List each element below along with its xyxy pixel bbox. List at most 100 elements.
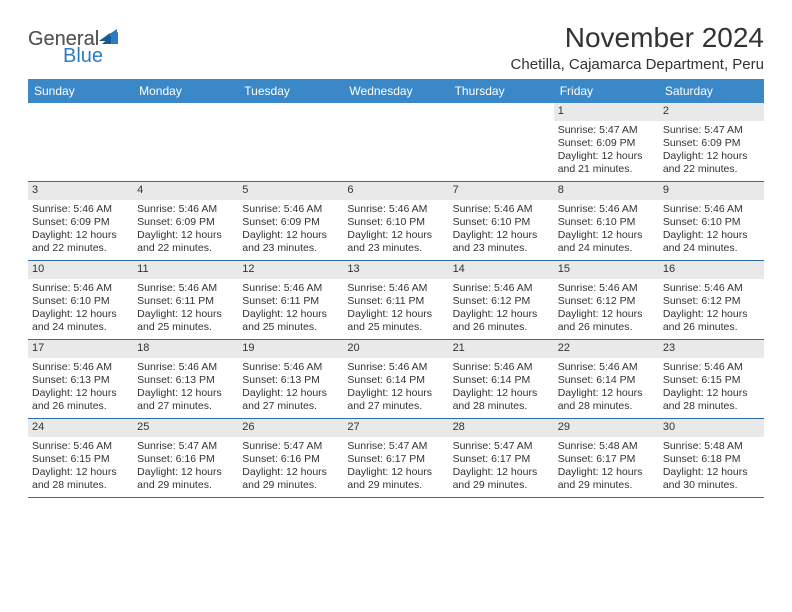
day-cell: 20Sunrise: 5:46 AMSunset: 6:14 PMDayligh…: [343, 340, 448, 418]
day-cell: 24Sunrise: 5:46 AMSunset: 6:15 PMDayligh…: [28, 419, 133, 497]
sunrise-text: Sunrise: 5:46 AM: [347, 282, 444, 295]
daylight1-text: Daylight: 12 hours: [558, 387, 655, 400]
sunrise-text: Sunrise: 5:46 AM: [137, 203, 234, 216]
daylight2-text: and 29 minutes.: [558, 479, 655, 492]
sunset-text: Sunset: 6:16 PM: [137, 453, 234, 466]
daylight2-text: and 29 minutes.: [137, 479, 234, 492]
daylight1-text: Daylight: 12 hours: [137, 466, 234, 479]
sunset-text: Sunset: 6:16 PM: [242, 453, 339, 466]
sunset-text: Sunset: 6:09 PM: [137, 216, 234, 229]
date-number: 17: [28, 340, 133, 358]
day-cell: 6Sunrise: 5:46 AMSunset: 6:10 PMDaylight…: [343, 182, 448, 260]
date-number: 11: [133, 261, 238, 279]
date-number: 10: [28, 261, 133, 279]
sunset-text: Sunset: 6:14 PM: [558, 374, 655, 387]
daylight2-text: and 24 minutes.: [663, 242, 760, 255]
daylight1-text: Daylight: 12 hours: [453, 308, 550, 321]
daylight2-text: and 28 minutes.: [453, 400, 550, 413]
sunrise-text: Sunrise: 5:46 AM: [558, 282, 655, 295]
daylight1-text: Daylight: 12 hours: [663, 466, 760, 479]
date-number: 16: [659, 261, 764, 279]
daylight2-text: and 28 minutes.: [558, 400, 655, 413]
sunrise-text: Sunrise: 5:46 AM: [242, 282, 339, 295]
sunset-text: Sunset: 6:18 PM: [663, 453, 760, 466]
daylight1-text: Daylight: 12 hours: [558, 466, 655, 479]
calendar: SundayMondayTuesdayWednesdayThursdayFrid…: [28, 79, 764, 498]
sunset-text: Sunset: 6:13 PM: [137, 374, 234, 387]
daylight2-text: and 22 minutes.: [137, 242, 234, 255]
sunset-text: Sunset: 6:11 PM: [347, 295, 444, 308]
day-header: Wednesday: [343, 79, 448, 103]
day-cell: 11Sunrise: 5:46 AMSunset: 6:11 PMDayligh…: [133, 261, 238, 339]
day-cell: 26Sunrise: 5:47 AMSunset: 6:16 PMDayligh…: [238, 419, 343, 497]
day-cell: 13Sunrise: 5:46 AMSunset: 6:11 PMDayligh…: [343, 261, 448, 339]
daylight1-text: Daylight: 12 hours: [242, 308, 339, 321]
month-title: November 2024: [511, 22, 764, 54]
date-number: 21: [449, 340, 554, 358]
sunrise-text: Sunrise: 5:47 AM: [663, 124, 760, 137]
sunrise-text: Sunrise: 5:46 AM: [242, 361, 339, 374]
daylight1-text: Daylight: 12 hours: [558, 229, 655, 242]
day-cell: [28, 103, 133, 181]
date-number: 12: [238, 261, 343, 279]
daylight1-text: Daylight: 12 hours: [242, 229, 339, 242]
sunset-text: Sunset: 6:09 PM: [558, 137, 655, 150]
sunset-text: Sunset: 6:10 PM: [453, 216, 550, 229]
sunrise-text: Sunrise: 5:47 AM: [137, 440, 234, 453]
daylight1-text: Daylight: 12 hours: [137, 308, 234, 321]
day-cell: 30Sunrise: 5:48 AMSunset: 6:18 PMDayligh…: [659, 419, 764, 497]
date-number: 18: [133, 340, 238, 358]
sunset-text: Sunset: 6:15 PM: [32, 453, 129, 466]
daylight1-text: Daylight: 12 hours: [32, 308, 129, 321]
daylight2-text: and 22 minutes.: [663, 163, 760, 176]
date-number: 29: [554, 419, 659, 437]
sunset-text: Sunset: 6:09 PM: [242, 216, 339, 229]
daylight1-text: Daylight: 12 hours: [663, 229, 760, 242]
daylight2-text: and 30 minutes.: [663, 479, 760, 492]
daylight2-text: and 29 minutes.: [347, 479, 444, 492]
sunrise-text: Sunrise: 5:46 AM: [347, 203, 444, 216]
daylight2-text: and 27 minutes.: [242, 400, 339, 413]
logo-wrap: General Blue: [28, 22, 120, 68]
date-number: 25: [133, 419, 238, 437]
sunset-text: Sunset: 6:10 PM: [663, 216, 760, 229]
day-cell: 27Sunrise: 5:47 AMSunset: 6:17 PMDayligh…: [343, 419, 448, 497]
day-cell: 2Sunrise: 5:47 AMSunset: 6:09 PMDaylight…: [659, 103, 764, 181]
daylight2-text: and 29 minutes.: [453, 479, 550, 492]
day-cell: 29Sunrise: 5:48 AMSunset: 6:17 PMDayligh…: [554, 419, 659, 497]
sunset-text: Sunset: 6:15 PM: [663, 374, 760, 387]
logo-sail-icon: [102, 31, 120, 50]
date-number: 27: [343, 419, 448, 437]
sunrise-text: Sunrise: 5:46 AM: [242, 203, 339, 216]
sunset-text: Sunset: 6:13 PM: [32, 374, 129, 387]
daylight1-text: Daylight: 12 hours: [137, 387, 234, 400]
day-header: Tuesday: [238, 79, 343, 103]
daylight2-text: and 21 minutes.: [558, 163, 655, 176]
daylight2-text: and 28 minutes.: [32, 479, 129, 492]
week-row: 24Sunrise: 5:46 AMSunset: 6:15 PMDayligh…: [28, 419, 764, 498]
date-number: 2: [659, 103, 764, 121]
date-number: 14: [449, 261, 554, 279]
date-number: 30: [659, 419, 764, 437]
day-cell: 1Sunrise: 5:47 AMSunset: 6:09 PMDaylight…: [554, 103, 659, 181]
day-header: Thursday: [449, 79, 554, 103]
day-cell: 23Sunrise: 5:46 AMSunset: 6:15 PMDayligh…: [659, 340, 764, 418]
day-cell: 21Sunrise: 5:46 AMSunset: 6:14 PMDayligh…: [449, 340, 554, 418]
date-number: 13: [343, 261, 448, 279]
daylight1-text: Daylight: 12 hours: [453, 466, 550, 479]
daylight1-text: Daylight: 12 hours: [32, 387, 129, 400]
daylight1-text: Daylight: 12 hours: [347, 466, 444, 479]
sunrise-text: Sunrise: 5:47 AM: [558, 124, 655, 137]
day-cell: 5 Sunrise: 5:46 AMSunset: 6:09 PMDaylight…: [238, 182, 343, 260]
sunset-text: Sunset: 6:09 PM: [32, 216, 129, 229]
sunrise-text: Sunrise: 5:46 AM: [137, 282, 234, 295]
daylight2-text: and 22 minutes.: [32, 242, 129, 255]
sunrise-text: Sunrise: 5:46 AM: [32, 203, 129, 216]
day-cell: 12Sunrise: 5:46 AMSunset: 6:11 PMDayligh…: [238, 261, 343, 339]
date-number: 5: [238, 182, 343, 200]
logo-blue: Blue: [63, 45, 103, 67]
daylight1-text: Daylight: 12 hours: [32, 229, 129, 242]
daylight2-text: and 25 minutes.: [137, 321, 234, 334]
date-number: 24: [28, 419, 133, 437]
week-row: 10Sunrise: 5:46 AMSunset: 6:10 PMDayligh…: [28, 261, 764, 340]
